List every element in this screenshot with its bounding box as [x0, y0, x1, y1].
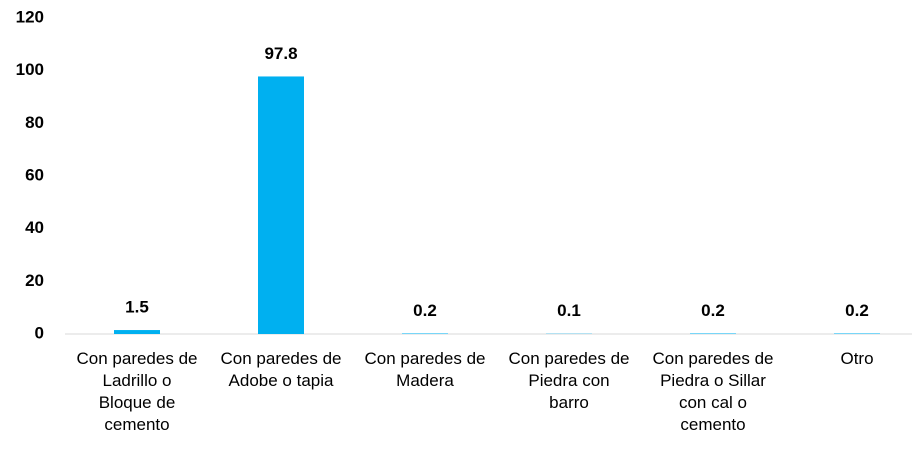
x-tick-label: Con paredes de Adobe o tapia: [220, 349, 342, 390]
data-label: 97.8: [264, 44, 297, 63]
x-tick-label: Con paredes de Madera: [364, 349, 486, 390]
data-label: 0.2: [413, 301, 437, 320]
y-tick-label: 20: [25, 271, 44, 290]
data-label: 0.2: [845, 301, 869, 320]
x-tick-label: Con paredes de Piedra o Sillar con cal o…: [652, 349, 774, 434]
bar: [114, 330, 160, 334]
y-tick-label: 40: [25, 218, 44, 237]
bar: [258, 76, 304, 335]
y-tick-label: 60: [25, 165, 44, 184]
y-tick-label: 80: [25, 113, 44, 132]
x-tick-label: Otro: [840, 349, 874, 368]
x-tick-label: Con paredes de Ladrillo o Bloque de ceme…: [76, 349, 198, 434]
data-label: 0.2: [701, 301, 725, 320]
bar: [834, 333, 880, 334]
data-label: 0.1: [557, 301, 581, 320]
data-label: 1.5: [125, 298, 149, 317]
bar: [402, 333, 448, 334]
bar: [690, 333, 736, 334]
y-tick-label: 120: [16, 7, 44, 26]
x-tick-label: Con paredes de Piedra con barro: [508, 349, 630, 412]
y-tick-label: 100: [16, 60, 44, 79]
y-tick-label: 0: [35, 323, 44, 342]
